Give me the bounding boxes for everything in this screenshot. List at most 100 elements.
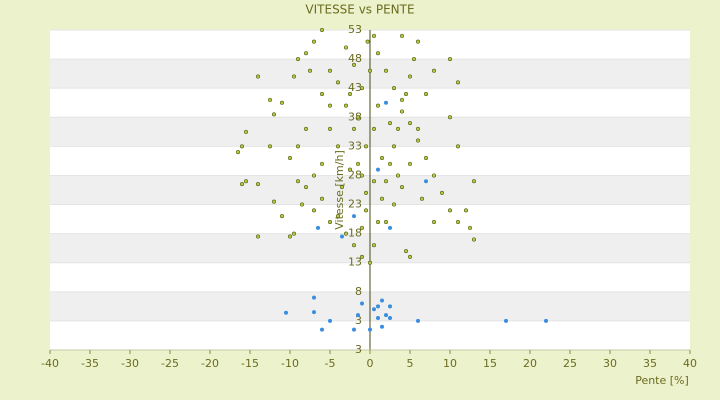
- y-tick-label: 48: [348, 52, 362, 65]
- point: [407, 161, 412, 166]
- point: [375, 51, 380, 56]
- point: [471, 237, 476, 242]
- point: [375, 220, 380, 225]
- point: [455, 80, 460, 85]
- point: [343, 103, 348, 108]
- point: [415, 138, 420, 143]
- y-tick-label: 23: [348, 198, 362, 211]
- point: [355, 115, 360, 120]
- x-axis-label: Pente [%]: [635, 374, 689, 387]
- point: [347, 92, 352, 97]
- point: [271, 112, 276, 117]
- point: [267, 97, 272, 102]
- point: [379, 298, 384, 303]
- point: [311, 173, 316, 178]
- x-tick-label: -10: [281, 357, 299, 370]
- point: [347, 167, 352, 172]
- point: [244, 129, 249, 134]
- point: [271, 199, 276, 204]
- point: [411, 57, 416, 62]
- y-axis-label: Vitesse [km/h]: [333, 150, 346, 230]
- point: [503, 318, 508, 323]
- point: [319, 327, 324, 332]
- point: [244, 179, 249, 184]
- point: [383, 100, 388, 105]
- point: [267, 144, 272, 149]
- point: [279, 100, 284, 105]
- point: [455, 144, 460, 149]
- point: [355, 313, 360, 318]
- point: [371, 243, 376, 248]
- point: [379, 324, 384, 329]
- point: [343, 231, 348, 236]
- point: [367, 327, 372, 332]
- point: [391, 86, 396, 91]
- y-tick-label: 3: [355, 314, 362, 327]
- point: [339, 185, 344, 190]
- point: [407, 121, 412, 126]
- point: [455, 220, 460, 225]
- point: [327, 318, 332, 323]
- x-tick-label: -25: [161, 357, 179, 370]
- point: [291, 74, 296, 79]
- point: [240, 144, 245, 149]
- y-tick-label: 13: [348, 256, 362, 269]
- point: [351, 243, 356, 248]
- point: [431, 173, 436, 178]
- point: [255, 234, 260, 239]
- point: [363, 190, 368, 195]
- point: [311, 295, 316, 300]
- point: [279, 214, 284, 219]
- point: [379, 156, 384, 161]
- point: [327, 103, 332, 108]
- point: [351, 327, 356, 332]
- point: [371, 179, 376, 184]
- y-tick-label: 53: [348, 23, 362, 36]
- point: [387, 225, 392, 230]
- point: [387, 304, 392, 309]
- point: [319, 196, 324, 201]
- point: [407, 74, 412, 79]
- point: [447, 57, 452, 62]
- x-tick-label: 5: [407, 357, 414, 370]
- point: [399, 185, 404, 190]
- point: [319, 92, 324, 97]
- x-tick-label: 30: [603, 357, 617, 370]
- point: [287, 156, 292, 161]
- point: [447, 115, 452, 120]
- point: [359, 173, 364, 178]
- point: [363, 144, 368, 149]
- point: [295, 179, 300, 184]
- point: [391, 202, 396, 207]
- y-tick-label: 43: [348, 81, 362, 94]
- point: [351, 62, 356, 67]
- x-tick-label: 0: [367, 357, 374, 370]
- x-tick-label: -5: [325, 357, 336, 370]
- point: [319, 27, 324, 32]
- x-tick-label: -30: [121, 357, 139, 370]
- point: [295, 57, 300, 62]
- point: [311, 208, 316, 213]
- point: [403, 249, 408, 254]
- point: [383, 179, 388, 184]
- point: [403, 92, 408, 97]
- point: [327, 68, 332, 73]
- point: [240, 182, 245, 187]
- point: [379, 196, 384, 201]
- point: [387, 161, 392, 166]
- point: [367, 260, 372, 265]
- point: [383, 220, 388, 225]
- x-tick-label: 25: [563, 357, 577, 370]
- point: [367, 68, 372, 73]
- point: [335, 214, 340, 219]
- point: [439, 190, 444, 195]
- point: [335, 80, 340, 85]
- point: [315, 225, 320, 230]
- point: [327, 126, 332, 131]
- point: [359, 254, 364, 259]
- y-tick-label: 28: [348, 168, 362, 181]
- point: [471, 179, 476, 184]
- point: [375, 167, 380, 172]
- x-tick-label: -35: [81, 357, 99, 370]
